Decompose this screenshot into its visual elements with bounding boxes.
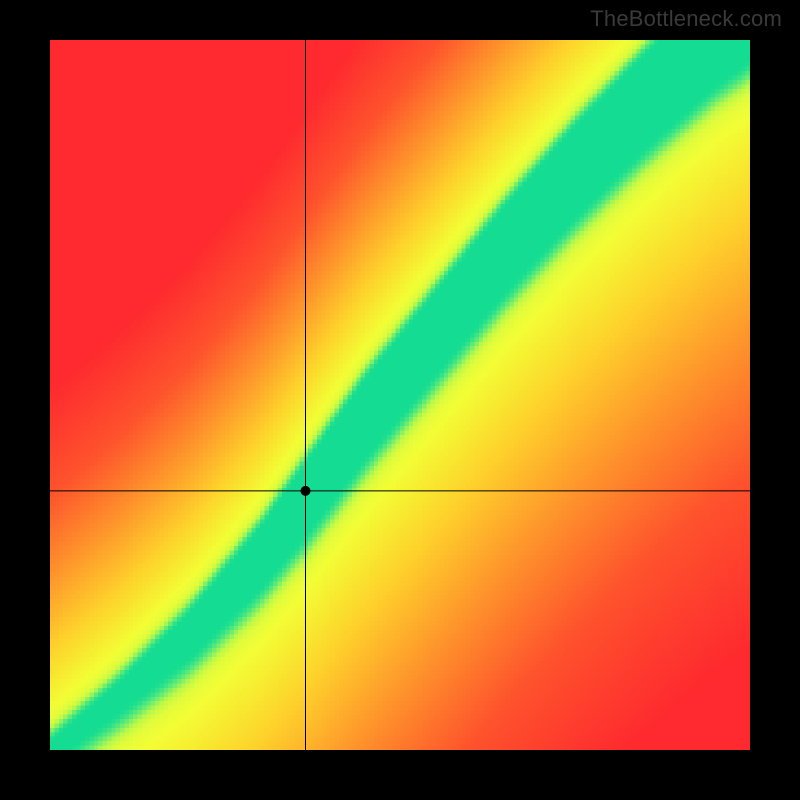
watermark-text: TheBottleneck.com <box>590 6 782 32</box>
plot-area <box>50 40 750 750</box>
bottleneck-heatmap <box>50 40 750 750</box>
